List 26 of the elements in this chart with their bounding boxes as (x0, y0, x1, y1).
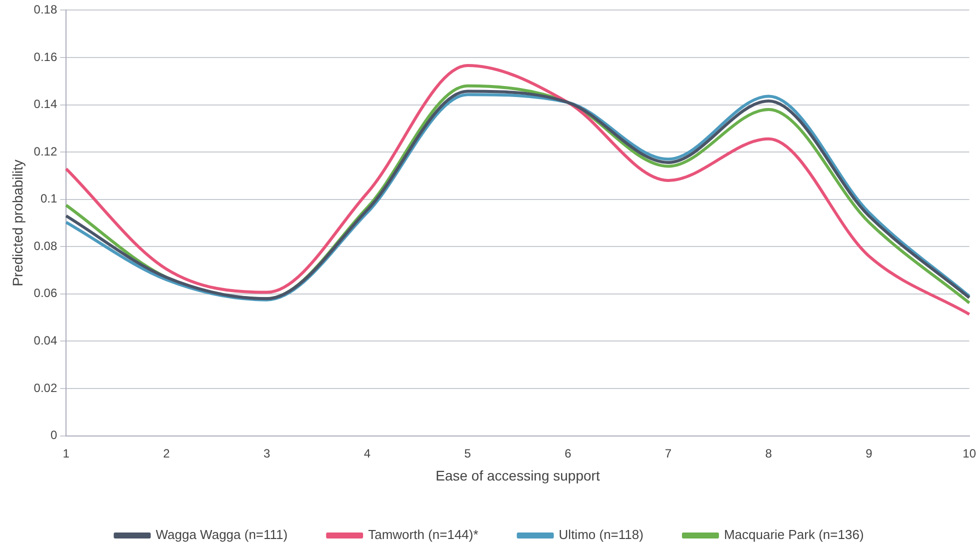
y-tick-label: 0.12 (34, 144, 58, 158)
x-tick-label: 6 (564, 446, 572, 460)
x-tick-label: 10 (962, 446, 976, 460)
x-tick-label: 9 (866, 446, 873, 460)
x-tick-label: 2 (163, 446, 170, 460)
x-axis-title: Ease of accessing support (436, 467, 600, 484)
legend-label: Tamworth (n=144)* (368, 527, 478, 542)
y-tick-label: 0.14 (34, 97, 58, 112)
y-tick-label: 0.18 (34, 2, 58, 17)
x-tick-label: 7 (664, 446, 672, 460)
y-tick-label: 0.06 (34, 286, 58, 300)
x-tick-label: 5 (464, 446, 472, 460)
y-tick-label: 0.02 (34, 380, 58, 395)
y-tick-label: 0.08 (34, 238, 58, 253)
y-axis-title: Predicted probability (9, 160, 26, 286)
legend-label: Macquarie Park (n=136) (724, 527, 864, 542)
y-tick-label: 0.04 (34, 334, 58, 348)
y-tick-label: 0.16 (34, 50, 58, 64)
x-tick-label: 3 (264, 446, 271, 460)
y-tick-label: 0 (50, 428, 58, 442)
legend-label: Wagga Wagga (n=111) (156, 527, 288, 542)
x-tick-label: 1 (62, 446, 70, 460)
x-tick-label: 4 (364, 446, 371, 460)
legend-label: Ultimo (n=118) (558, 527, 644, 542)
x-tick-label: 8 (765, 446, 772, 460)
y-tick-label: 0.1 (40, 192, 58, 206)
